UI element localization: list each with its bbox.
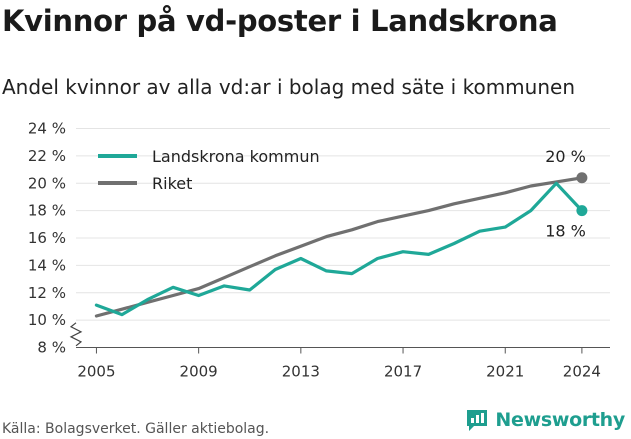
legend: Landskrona kommun Riket <box>98 147 320 193</box>
chart-title: Kvinnor på vd-poster i Landskrona <box>2 4 558 38</box>
end-marker-landskrona <box>576 205 588 217</box>
series-line-landskrona <box>94 181 584 317</box>
x-tick-label: 2009 <box>180 363 218 381</box>
chart-subtitle: Andel kvinnor av alla vd:ar i bolag med … <box>2 75 575 99</box>
gridlines <box>76 128 610 321</box>
x-tick-label: 2024 <box>563 363 601 381</box>
newsworthy-logo[interactable]: Newsworthy <box>464 407 625 433</box>
y-tick-label: 22 % <box>28 147 66 165</box>
axis-break-zigzag <box>69 322 83 347</box>
y-tick-label: 24 % <box>28 120 66 138</box>
y-axis-labels: 8 % 10 % 12 % 14 % 16 % 18 % 20 % 22 % 24 % <box>28 120 66 357</box>
y-tick-label: 8 % <box>37 339 66 357</box>
end-label-riket: 20 % <box>545 147 586 166</box>
source-note: Källa: Bolagsverket. Gäller aktiebolag. <box>2 421 270 437</box>
series-end-markers: 18 % 20 % <box>545 147 588 241</box>
y-tick-label: 16 % <box>28 229 66 247</box>
series-lines <box>94 176 584 318</box>
end-label-landskrona: 18 % <box>545 222 586 241</box>
x-tick-label: 2021 <box>486 363 524 381</box>
legend-label: Landskrona kommun <box>152 147 320 166</box>
x-tick-label: 2017 <box>384 363 422 381</box>
y-tick-label: 14 % <box>28 256 66 274</box>
x-axis: 2005 2009 2013 2017 2021 2024 <box>76 347 610 381</box>
newsworthy-chat-chart-icon <box>467 410 488 431</box>
y-tick-label: 12 % <box>28 284 66 302</box>
x-tick-label: 2005 <box>77 363 115 381</box>
y-tick-label: 20 % <box>28 174 66 192</box>
y-tick-label: 10 % <box>28 311 66 329</box>
x-tick-label: 2013 <box>282 363 320 381</box>
y-tick-label: 18 % <box>28 202 66 220</box>
series-line-riket <box>94 176 584 318</box>
y-axis-break-icon <box>69 322 83 347</box>
brand-name: Newsworthy <box>495 409 625 431</box>
end-marker-riket <box>576 172 588 184</box>
legend-label: Riket <box>152 174 192 193</box>
